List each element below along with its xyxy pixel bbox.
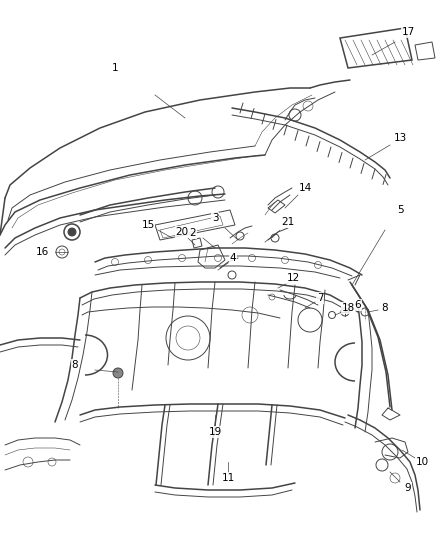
Text: 8: 8 xyxy=(72,360,78,370)
Text: 9: 9 xyxy=(405,483,411,493)
Text: 11: 11 xyxy=(221,473,235,483)
Text: 6: 6 xyxy=(355,300,361,310)
Text: 21: 21 xyxy=(281,217,295,227)
Text: 7: 7 xyxy=(317,293,323,303)
Text: 14: 14 xyxy=(298,183,311,193)
Text: 4: 4 xyxy=(230,253,237,263)
Text: 13: 13 xyxy=(393,133,406,143)
Text: 10: 10 xyxy=(415,457,428,467)
Text: 1: 1 xyxy=(112,63,118,73)
Text: 2: 2 xyxy=(190,228,196,238)
Text: 15: 15 xyxy=(141,220,155,230)
Text: 16: 16 xyxy=(35,247,49,257)
Circle shape xyxy=(113,368,123,378)
Text: 18: 18 xyxy=(341,303,355,313)
Circle shape xyxy=(68,228,76,236)
Text: 5: 5 xyxy=(397,205,403,215)
Text: 8: 8 xyxy=(381,303,389,313)
Text: 3: 3 xyxy=(212,213,218,223)
Text: 17: 17 xyxy=(401,27,415,37)
Text: 12: 12 xyxy=(286,273,300,283)
Text: 19: 19 xyxy=(208,427,222,437)
Text: 20: 20 xyxy=(176,227,189,237)
